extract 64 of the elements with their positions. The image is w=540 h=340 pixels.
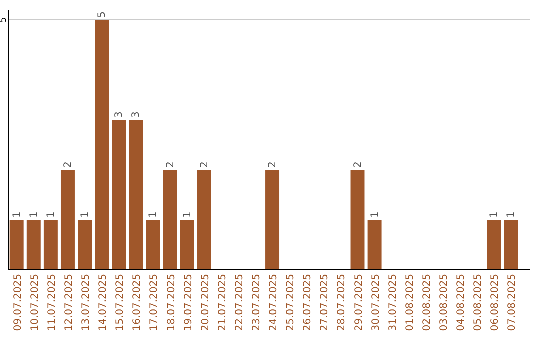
data-label: 2 <box>62 162 74 168</box>
bar <box>163 170 178 270</box>
x-tick-label: 24.07.2025 <box>268 274 280 332</box>
x-tick-label: 05.08.2025 <box>473 274 484 332</box>
bar <box>504 220 518 270</box>
bar <box>487 220 502 270</box>
bar <box>60 170 75 270</box>
bar <box>197 170 212 270</box>
x-tick-label: 17.07.2025 <box>149 274 160 332</box>
x-tick-label: 03.08.2025 <box>438 274 450 332</box>
bar <box>112 120 126 270</box>
x-tick-label: 11.07.2025 <box>46 274 58 332</box>
x-tick-label: 27.07.2025 <box>320 274 331 332</box>
data-label: 5 <box>97 12 108 18</box>
x-tick-label: 31.07.2025 <box>388 274 399 332</box>
bar <box>78 220 92 270</box>
bar <box>180 220 194 270</box>
x-tick-label: 23.07.2025 <box>251 274 262 332</box>
bar <box>10 220 24 270</box>
data-label: 3 <box>114 112 126 118</box>
x-tick-label: 12.07.2025 <box>64 274 75 332</box>
data-label: 1 <box>46 212 57 218</box>
data-label: 2 <box>268 162 279 168</box>
x-tick-label: 28.07.2025 <box>336 274 348 332</box>
data-label: 1 <box>80 212 92 218</box>
data-label: 1 <box>489 212 500 218</box>
data-label: 3 <box>131 112 142 118</box>
data-label: 1 <box>182 212 194 218</box>
bar <box>95 20 110 270</box>
x-tick-label: 16.07.2025 <box>132 274 144 332</box>
x-tick-label: 20.07.2025 <box>200 274 212 332</box>
x-tick-label: 14.07.2025 <box>98 274 110 332</box>
data-label: 1 <box>148 212 160 218</box>
x-tick-label: 06.08.2025 <box>490 274 502 332</box>
bar <box>26 220 41 270</box>
x-tick-label: 30.07.2025 <box>370 274 382 332</box>
x-tick-label: 25.07.2025 <box>286 274 297 332</box>
bar <box>146 220 160 270</box>
x-tick-label: 22.07.2025 <box>234 274 246 332</box>
bar <box>44 220 58 270</box>
bar <box>129 120 144 270</box>
x-tick-label: 07.08.2025 <box>507 274 518 332</box>
x-tick-label: 09.07.2025 <box>12 274 24 332</box>
x-tick-label: 18.07.2025 <box>166 274 178 332</box>
bar <box>350 170 365 270</box>
x-tick-label: 19.07.2025 <box>183 274 194 332</box>
bar <box>368 220 382 270</box>
data-label: 2 <box>199 162 210 168</box>
data-label: 1 <box>28 212 40 218</box>
data-label: 1 <box>12 212 23 218</box>
x-tick-label: 10.07.2025 <box>30 274 41 332</box>
x-tick-label: 29.07.2025 <box>354 274 365 332</box>
x-tick-label: 26.07.2025 <box>302 274 314 332</box>
bar <box>266 170 280 270</box>
x-tick-label: 01.08.2025 <box>404 274 416 332</box>
x-tick-label: 21.07.2025 <box>217 274 228 332</box>
x-tick-label: 04.08.2025 <box>456 274 468 332</box>
x-tick-label: 13.07.2025 <box>81 274 92 332</box>
x-tick-label: 02.08.2025 <box>422 274 433 332</box>
data-label: 1 <box>370 212 381 218</box>
x-tick-label: 15.07.2025 <box>115 274 126 332</box>
data-label: 2 <box>165 162 176 168</box>
data-label: 1 <box>506 212 518 218</box>
data-label: 2 <box>352 162 364 168</box>
